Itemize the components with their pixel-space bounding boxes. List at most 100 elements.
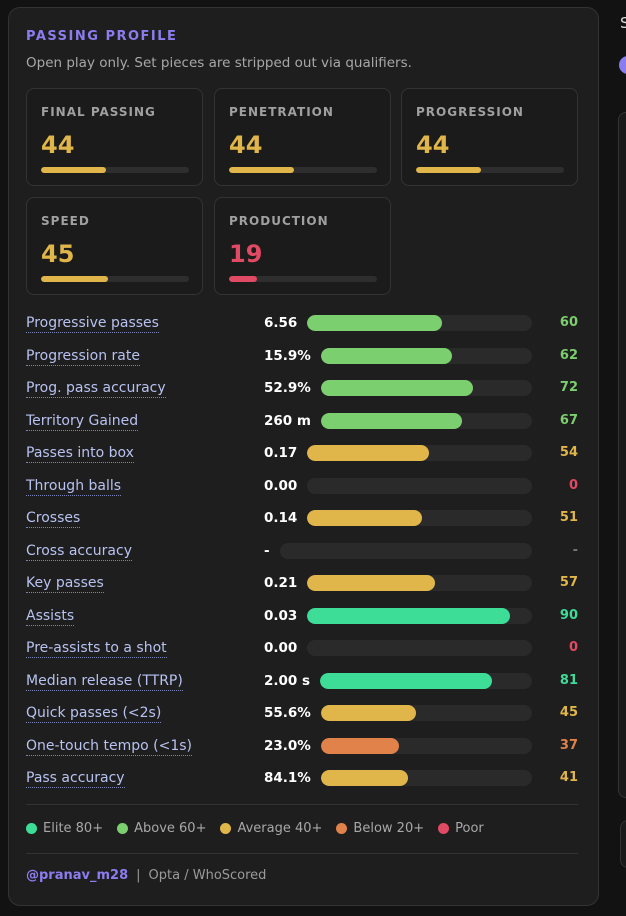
card-label: PRODUCTION	[229, 214, 329, 228]
metric-value: 0.17	[264, 445, 298, 461]
side-avatar-icon[interactable]	[619, 56, 626, 74]
metric-row: One-touch tempo (<1s) 23.0% 37	[26, 730, 578, 763]
metric-percentile: 37	[559, 737, 578, 753]
card-label: FINAL PASSING	[41, 105, 156, 119]
metric-bar-fill	[321, 705, 416, 721]
metric-value: 15.9%	[264, 347, 311, 364]
metric-percentile: 60	[559, 315, 578, 330]
metric-row: Assists 0.03 90	[26, 600, 578, 633]
card-bar-track	[41, 167, 189, 173]
metric-bar-track	[320, 672, 532, 689]
metric-bar-track	[321, 770, 532, 786]
metric-percentile: 51	[559, 510, 578, 525]
metric-row: Cross accuracy - -	[26, 535, 578, 568]
metric-label[interactable]: Crosses	[26, 510, 81, 528]
side-heading-letter: S	[620, 14, 626, 32]
card-bar-track	[416, 167, 564, 173]
score-card: SPEED 45	[26, 197, 203, 295]
legend-label: Average 40+	[237, 821, 323, 836]
metric-bar-fill	[321, 380, 473, 396]
metric-bar-track	[307, 445, 532, 461]
metric-bar-fill	[321, 770, 408, 786]
metric-value: -	[264, 542, 270, 559]
metric-bar-track	[321, 705, 532, 721]
metric-bar-fill	[321, 347, 452, 364]
legend-item: Below 20+	[336, 821, 424, 836]
metric-label[interactable]: Through balls	[26, 477, 122, 496]
card-value: 19	[229, 240, 263, 268]
metric-label[interactable]: Cross accuracy	[26, 542, 132, 561]
metric-label[interactable]: Passes into box	[26, 445, 134, 463]
metric-label[interactable]: One-touch tempo (<1s)	[26, 737, 193, 756]
card-bar-fill	[229, 276, 258, 282]
card-value: 45	[41, 240, 75, 268]
metric-bar-fill	[321, 737, 400, 754]
metric-label[interactable]: Pass accuracy	[26, 770, 125, 788]
footer: @pranav_m28 | Opta / WhoScored	[26, 868, 266, 883]
metric-value: 6.56	[264, 315, 298, 331]
card-bar-fill	[229, 167, 295, 173]
card-label: SPEED	[41, 214, 90, 228]
metric-row: Through balls 0.00 0	[26, 470, 578, 503]
card-bar-fill	[41, 167, 107, 173]
metric-label[interactable]: Assists	[26, 607, 75, 626]
metric-row: Crosses 0.14 51	[26, 502, 578, 535]
card-value: 44	[229, 131, 263, 159]
data-source: Opta / WhoScored	[148, 868, 267, 883]
side-panel-bottom	[620, 820, 626, 868]
metric-percentile: 54	[559, 445, 578, 460]
author-handle[interactable]: @pranav_m28	[26, 868, 129, 883]
metric-bar-fill	[307, 445, 429, 461]
metric-row: Prog. pass accuracy 52.9% 72	[26, 372, 578, 405]
metric-label[interactable]: Territory Gained	[26, 412, 139, 431]
metric-bar-track	[307, 640, 532, 656]
metric-label[interactable]: Prog. pass accuracy	[26, 380, 166, 398]
metric-bar-track	[321, 347, 532, 364]
metric-row: Quick passes (<2s) 55.6% 45	[26, 697, 578, 730]
metric-label[interactable]: Quick passes (<2s)	[26, 705, 162, 723]
metric-value: 55.6%	[264, 705, 311, 721]
legend-label: Below 20+	[353, 821, 425, 836]
card-bar-track	[229, 276, 377, 282]
metric-label[interactable]: Median release (TTRP)	[26, 672, 183, 691]
metric-label[interactable]: Progressive passes	[26, 315, 159, 333]
card-label: PENETRATION	[229, 105, 334, 119]
metric-bar-track	[307, 510, 532, 526]
legend-item: Elite 80+	[26, 821, 103, 836]
metric-bar-track	[321, 737, 532, 754]
metric-value: 0.21	[264, 575, 298, 591]
metric-bar-track	[321, 412, 532, 429]
divider	[26, 804, 578, 805]
metric-bar-fill	[321, 412, 463, 429]
metric-percentile: 90	[559, 607, 578, 623]
metric-percentile: 45	[559, 705, 578, 720]
metric-row: Pre-assists to a shot 0.00 0	[26, 632, 578, 665]
metric-row: Progressive passes 6.56 60	[26, 307, 578, 340]
metric-value: 84.1%	[264, 770, 311, 786]
legend-dot-icon	[220, 823, 232, 834]
legend-item: Average 40+	[220, 821, 322, 836]
legend-dot-icon	[26, 823, 37, 834]
metric-bar-fill	[320, 672, 492, 689]
legend: Elite 80+ Above 60+ Average 40+ Below 20+ Po…	[26, 821, 484, 836]
legend-label: Above 60+	[134, 821, 207, 836]
metric-label[interactable]: Progression rate	[26, 347, 140, 366]
metric-value: 2.00 s	[264, 672, 311, 689]
metric-bar-track	[280, 542, 532, 559]
panel-title: PASSING PROFILE	[26, 29, 178, 44]
metric-label[interactable]: Pre-assists to a shot	[26, 640, 167, 658]
card-value: 44	[416, 131, 450, 159]
card-bar-track	[229, 167, 377, 173]
metric-percentile: 41	[559, 770, 578, 785]
metric-percentile: 67	[559, 412, 578, 428]
metric-row: Progression rate 15.9% 62	[26, 340, 578, 373]
metric-label[interactable]: Key passes	[26, 575, 104, 593]
footer-separator: |	[136, 868, 141, 883]
metric-percentile: 57	[559, 575, 578, 590]
metric-value: 23.0%	[264, 737, 311, 754]
metric-percentile: 81	[559, 672, 578, 688]
metric-bar-fill	[307, 510, 422, 526]
metric-percentile: -	[572, 542, 578, 558]
metric-value: 0.14	[264, 510, 298, 526]
metric-row: Territory Gained 260 m 67	[26, 405, 578, 438]
